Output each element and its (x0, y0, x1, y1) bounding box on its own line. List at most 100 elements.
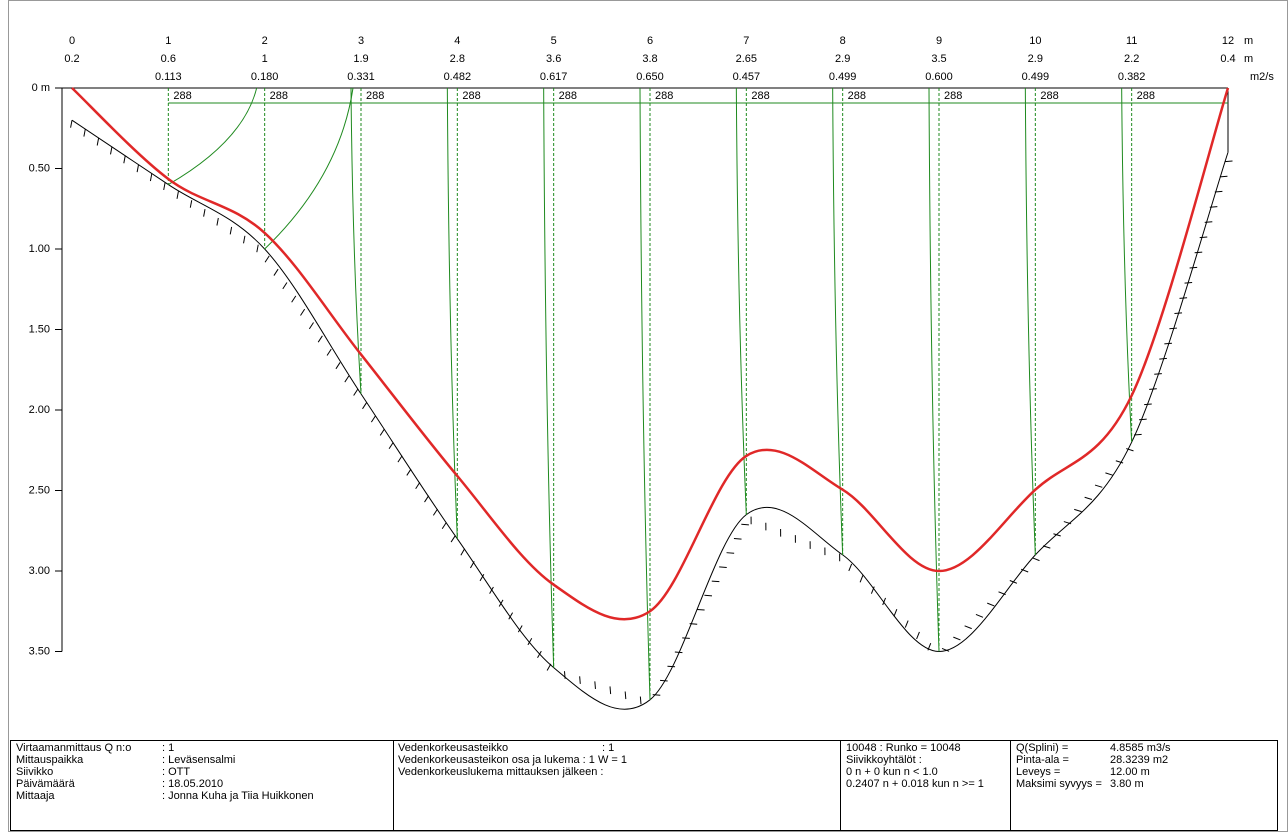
station-label: 0 (69, 35, 75, 47)
info-line: Siivikkoyhtälöt : (846, 754, 922, 766)
bed-hatch (975, 614, 984, 618)
info-value: : Leväsensalmi (162, 754, 235, 766)
count-label: 288 (1040, 90, 1058, 102)
bed-hatch (1184, 282, 1193, 284)
bed-hatch (1134, 433, 1142, 436)
bed-hatch (682, 637, 690, 639)
bed-hatch (379, 428, 385, 436)
info-line: 0 n + 0 kun n < 1.0 (846, 766, 938, 778)
unit-label: m2/s (1250, 71, 1274, 83)
bed-hatch (1126, 448, 1134, 452)
bed-hatch (1194, 251, 1203, 254)
info-label: Vedenkorkeusasteikko (398, 742, 508, 754)
y-tick-label: 3.50 (29, 645, 50, 657)
bed-hatch (203, 209, 206, 217)
bed-hatch (1164, 342, 1172, 345)
count-label: 288 (173, 90, 191, 102)
unit-label: m (1244, 53, 1253, 65)
depth-label: 0.6 (161, 53, 176, 65)
bed-hatch (273, 268, 279, 276)
velocity-profile (832, 87, 844, 555)
bed-hatch (696, 608, 705, 611)
q-label: 0.617 (540, 71, 568, 83)
count-label: 288 (944, 90, 962, 102)
info-box (10, 740, 1278, 831)
bed-hatch (882, 597, 887, 606)
bed-hatch (282, 282, 288, 290)
bed-hatch (216, 217, 219, 226)
bed-hatch (927, 643, 932, 651)
depth-label: 3.6 (546, 53, 561, 65)
count-label: 288 (270, 90, 288, 102)
bed-hatch (1219, 175, 1228, 178)
bed-hatch (256, 244, 259, 253)
bed-hatch (344, 375, 350, 383)
velocity-profile (543, 87, 555, 668)
info-label: Vedenkorkeuslukema mittauksen jälkeen : (398, 766, 603, 778)
bed-hatch (1042, 545, 1051, 549)
bed-hatch (1032, 557, 1040, 562)
bed-hatch (1174, 312, 1183, 315)
bed-hatch (1159, 357, 1167, 360)
bed-hatch (450, 535, 456, 543)
bed-hatch (941, 647, 950, 652)
bed-hatch (1009, 580, 1018, 584)
info-label: Q(Splini) = (1016, 742, 1068, 754)
q-label: 0.113 (155, 71, 182, 83)
count-label: 288 (462, 90, 480, 102)
velocity-profile (350, 87, 362, 394)
info-line: 0.2407 n + 0.018 kun n >= 1 (846, 778, 984, 790)
bed-hatch (397, 455, 403, 463)
bed-hatch (1169, 327, 1178, 330)
bed-hatch (537, 650, 542, 658)
bed-hatch (904, 620, 909, 628)
bed-hatch (1224, 160, 1233, 163)
count-label: 288 (559, 90, 577, 102)
info-value: : 18.05.2010 (162, 778, 223, 790)
bed-hatch (546, 663, 552, 671)
bed-hatch (163, 182, 166, 191)
q-label: 0.382 (1118, 71, 1146, 83)
bed-hatch (317, 335, 323, 343)
y-tick-label: 2.00 (29, 404, 50, 416)
count-label: 288 (848, 90, 866, 102)
bed-hatch (1053, 533, 1061, 537)
unit-label: m (1244, 35, 1253, 47)
info-value: 12.00 m (1110, 766, 1150, 778)
q-label: 0.650 (636, 71, 664, 83)
q-label: 0.499 (829, 71, 857, 83)
bed-hatch (916, 631, 920, 640)
station-label: 12 (1222, 35, 1234, 47)
bed-hatch (1149, 388, 1157, 390)
q-label: 0.482 (444, 71, 472, 83)
info-label: Virtaamanmittaus Q n:o (16, 742, 131, 754)
bed-hatch (893, 609, 898, 617)
bed-hatch (1020, 568, 1029, 573)
info-value: : OTT (162, 766, 190, 778)
bed-hatch (123, 155, 126, 164)
depth-label: 1 (262, 53, 268, 65)
bed-hatch (1094, 484, 1103, 488)
count-label: 288 (1137, 90, 1155, 102)
bed-hatch (432, 508, 438, 516)
depth-label: 3.8 (642, 53, 657, 65)
info-value: 4.8585 m3/s (1110, 742, 1171, 754)
station-label: 1 (165, 35, 171, 47)
frame (8, 0, 1288, 832)
bed-hatch (1139, 418, 1147, 421)
bed-hatch (1074, 508, 1082, 513)
depth-label: 3.5 (931, 53, 946, 65)
velocity-profile (446, 87, 458, 539)
station-label: 3 (358, 35, 364, 47)
info-value: : 1 (162, 742, 174, 754)
y-tick-label: 2.50 (29, 484, 50, 496)
count-label: 288 (366, 90, 384, 102)
depth-label: 1.9 (353, 53, 368, 65)
bed-hatch (335, 362, 341, 370)
station-label: 2 (262, 35, 268, 47)
depth-label: 0.2 (64, 53, 79, 65)
q-label: 0.331 (347, 71, 375, 83)
bed-hatch (848, 563, 853, 572)
bed-hatch (70, 120, 73, 128)
